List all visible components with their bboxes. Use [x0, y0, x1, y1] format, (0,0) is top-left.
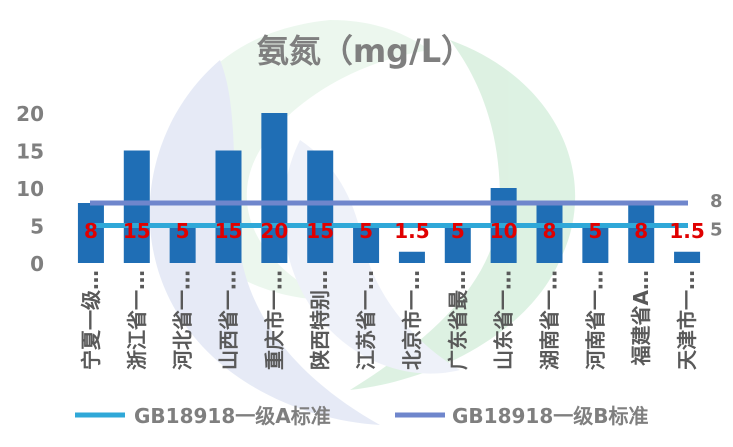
bar	[77, 203, 104, 263]
data-label: 5	[588, 219, 602, 243]
data-label: 1.5	[669, 219, 704, 243]
x-tick-label: 山西省一…	[217, 270, 241, 370]
data-label: 8	[634, 219, 648, 243]
x-tick-label: 广东省最…	[446, 270, 470, 370]
x-tick-label: 湖南省一…	[538, 270, 562, 370]
reference-line-label: 5	[710, 220, 723, 241]
x-tick-label: 江苏省一…	[354, 270, 378, 370]
bar	[169, 225, 196, 263]
bar	[536, 203, 563, 263]
data-label: 20	[260, 219, 288, 243]
bar	[215, 150, 242, 263]
y-tick-label: 15	[16, 140, 44, 164]
x-tick-label: 北京市一…	[400, 270, 424, 370]
bar	[628, 203, 655, 263]
data-label: 1.5	[394, 219, 429, 243]
reference-lines: 58	[90, 191, 723, 241]
x-tick-label: 重庆市一…	[262, 270, 286, 370]
x-tick-label: 河北省一…	[171, 270, 195, 370]
bar	[582, 225, 609, 263]
y-tick-label: 0	[30, 252, 44, 276]
bar-series	[77, 113, 701, 263]
x-tick-label: 天津市一…	[675, 270, 699, 370]
x-tick-label: 福建省A…	[629, 270, 653, 366]
y-axis: 0 5 10 15 20	[16, 102, 44, 276]
data-label: 15	[215, 219, 243, 243]
bar	[674, 251, 701, 263]
legend-label-a: GB18918一级A标准	[134, 404, 331, 428]
data-label: 8	[543, 219, 557, 243]
legend: GB18918一级A标准 GB18918一级B标准	[75, 404, 648, 428]
reference-line-label: 8	[710, 191, 723, 212]
x-tick-label: 宁夏一级…	[79, 270, 103, 370]
chart-title: 氨氮（mg/L）	[257, 32, 473, 70]
x-tick-label: 浙江省一…	[125, 270, 149, 370]
data-label: 5	[451, 219, 465, 243]
y-tick-label: 20	[16, 102, 44, 126]
data-label: 8	[84, 219, 98, 243]
data-label: 5	[359, 219, 373, 243]
data-label: 5	[176, 219, 190, 243]
legend-label-b: GB18918一级B标准	[452, 404, 648, 428]
x-tick-label: 山东省一…	[492, 270, 516, 370]
bar	[444, 225, 471, 263]
data-label: 10	[490, 219, 518, 243]
data-labels: 8 15 5 15 20 15 5 1.5 5 10 8 5 8 1.5	[84, 219, 705, 243]
bar	[353, 225, 380, 263]
x-tick-label: 河南省一…	[583, 270, 607, 370]
x-tick-label: 陕西特别…	[308, 270, 332, 370]
data-label: 15	[123, 219, 151, 243]
y-tick-label: 5	[30, 215, 44, 239]
bar	[123, 150, 150, 263]
bar	[261, 113, 288, 263]
bar	[307, 150, 334, 263]
y-tick-label: 10	[16, 177, 44, 201]
x-axis: 宁夏一级… 浙江省一… 河北省一… 山西省一… 重庆市一… 陕西特别… 江苏省一… 北京市一……	[79, 270, 699, 370]
data-label: 15	[306, 219, 334, 243]
bar	[398, 251, 425, 263]
